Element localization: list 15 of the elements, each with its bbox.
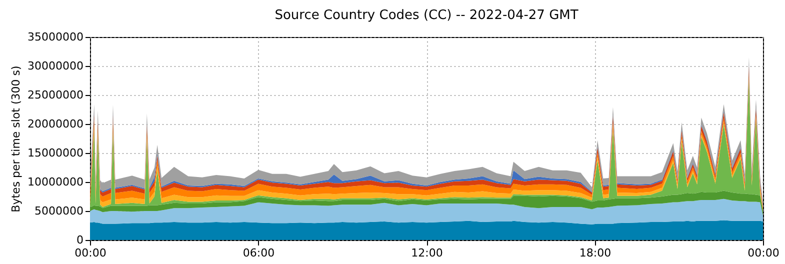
y-tick-label: 30000000 — [28, 60, 84, 72]
y-tick-label: 15000000 — [28, 146, 84, 160]
x-tick-label: 12:00 — [411, 246, 443, 260]
y-tick-label: 0 — [76, 234, 84, 246]
chart-title: Source Country Codes (CC) -- 2022-04-27 GMT — [274, 8, 578, 23]
y-tick-label: 20000000 — [28, 118, 84, 130]
y-tick-label: 10000000 — [28, 176, 84, 188]
x-tick-label: 00:00 — [748, 246, 780, 260]
x-tick-label: 00:00 — [74, 246, 106, 260]
x-tick-label: 18:00 — [579, 246, 612, 260]
y-axis-title: Bytes per time slot (300 s) — [10, 66, 23, 212]
x-tick-label: 06:00 — [242, 246, 275, 260]
y-tick-label: 35000000 — [28, 30, 84, 44]
y-tick-label: 5000000 — [34, 204, 84, 218]
y-tick-label: 25000000 — [28, 88, 84, 102]
